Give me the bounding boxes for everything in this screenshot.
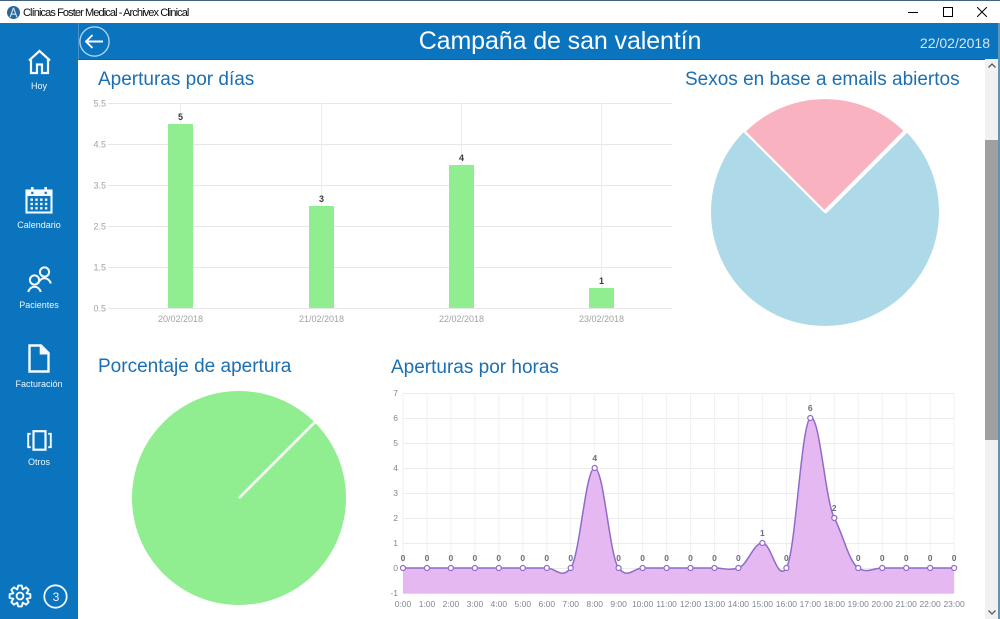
svg-text:2: 2 [393, 513, 398, 523]
svg-text:9:00: 9:00 [610, 599, 627, 609]
svg-text:20:00: 20:00 [872, 599, 894, 609]
svg-text:22:00: 22:00 [919, 599, 941, 609]
svg-text:0:00: 0:00 [395, 599, 412, 609]
svg-text:0: 0 [904, 553, 909, 563]
svg-text:0: 0 [928, 553, 933, 563]
svg-text:0: 0 [640, 553, 645, 563]
svg-text:1:00: 1:00 [419, 599, 436, 609]
svg-text:0: 0 [688, 553, 693, 563]
svg-text:1.5: 1.5 [93, 263, 106, 273]
svg-text:6: 6 [393, 413, 398, 423]
svg-text:0: 0 [784, 553, 789, 563]
svg-text:12:00: 12:00 [680, 599, 702, 609]
svg-text:3: 3 [393, 488, 398, 498]
svg-text:6: 6 [808, 403, 813, 413]
svg-text:8:00: 8:00 [586, 599, 603, 609]
svg-text:16:00: 16:00 [776, 599, 798, 609]
svg-text:-1: -1 [390, 588, 398, 598]
svg-text:1: 1 [599, 276, 604, 286]
svg-text:4: 4 [459, 153, 464, 163]
svg-text:22/02/2018: 22/02/2018 [439, 314, 484, 324]
svg-text:23:00: 23:00 [943, 599, 965, 609]
svg-text:3.5: 3.5 [93, 181, 106, 191]
svg-text:1: 1 [393, 538, 398, 548]
svg-text:4.5: 4.5 [93, 140, 106, 150]
svg-text:2:00: 2:00 [443, 599, 460, 609]
svg-text:0: 0 [449, 553, 454, 563]
svg-text:5.5: 5.5 [93, 99, 106, 109]
svg-text:11:00: 11:00 [656, 599, 677, 609]
svg-text:20/02/2018: 20/02/2018 [158, 314, 203, 324]
svg-text:0: 0 [496, 553, 501, 563]
svg-text:2.5: 2.5 [93, 222, 106, 232]
svg-text:13:00: 13:00 [704, 599, 726, 609]
svg-text:0: 0 [393, 563, 398, 573]
svg-text:1: 1 [760, 528, 765, 538]
svg-text:10:00: 10:00 [632, 599, 654, 609]
svg-text:23/02/2018: 23/02/2018 [579, 314, 624, 324]
svg-text:2: 2 [832, 503, 837, 513]
svg-text:5: 5 [178, 112, 183, 122]
svg-text:0: 0 [544, 553, 549, 563]
svg-text:4: 4 [592, 453, 597, 463]
svg-text:4: 4 [393, 463, 398, 473]
svg-text:7: 7 [393, 388, 398, 398]
svg-text:0: 0 [736, 553, 741, 563]
svg-text:0: 0 [856, 553, 861, 563]
svg-text:3: 3 [53, 590, 60, 604]
svg-text:0: 0 [401, 553, 406, 563]
svg-text:4:00: 4:00 [491, 599, 508, 609]
svg-text:0: 0 [425, 553, 430, 563]
svg-text:18:00: 18:00 [824, 599, 846, 609]
svg-text:0: 0 [520, 553, 525, 563]
svg-text:21:00: 21:00 [896, 599, 918, 609]
svg-text:7:00: 7:00 [562, 599, 579, 609]
svg-text:3:00: 3:00 [467, 599, 484, 609]
svg-text:0: 0 [952, 553, 957, 563]
svg-text:0: 0 [712, 553, 717, 563]
svg-text:0: 0 [880, 553, 885, 563]
svg-text:0: 0 [664, 553, 669, 563]
svg-text:5:00: 5:00 [515, 599, 532, 609]
svg-text:0.5: 0.5 [93, 304, 106, 314]
svg-text:19:00: 19:00 [848, 599, 870, 609]
svg-text:0: 0 [473, 553, 478, 563]
svg-text:3: 3 [319, 194, 324, 204]
svg-text:21/02/2018: 21/02/2018 [299, 314, 344, 324]
svg-text:17:00: 17:00 [800, 599, 822, 609]
svg-text:15:00: 15:00 [752, 599, 774, 609]
svg-text:0: 0 [616, 553, 621, 563]
svg-text:14:00: 14:00 [728, 599, 750, 609]
svg-text:6:00: 6:00 [539, 599, 556, 609]
svg-text:0: 0 [568, 553, 573, 563]
svg-text:5: 5 [393, 438, 398, 448]
